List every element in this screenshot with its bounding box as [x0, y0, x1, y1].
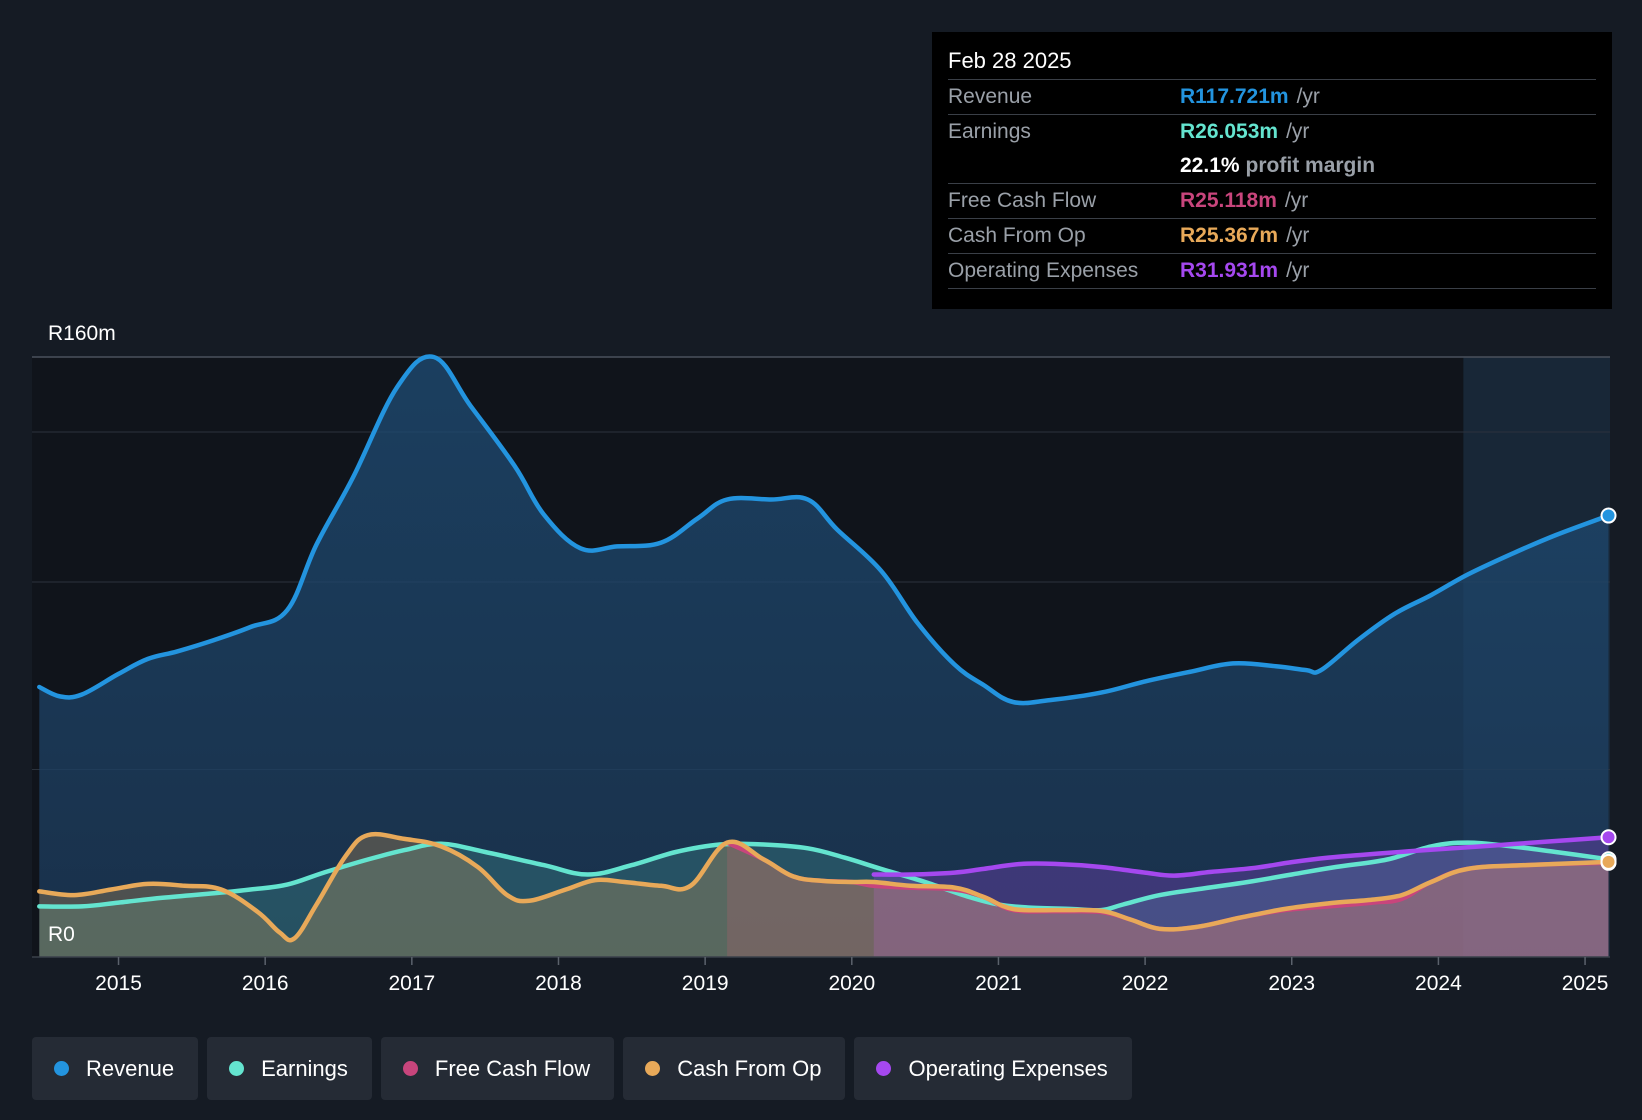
- line-cash-from-op[interactable]: [37, 831, 1611, 943]
- legend-item-operating-expenses[interactable]: Operating Expenses: [854, 1037, 1132, 1100]
- tooltip-row-revenue: Revenue R117.721m /yr: [948, 80, 1596, 115]
- legend-label: Revenue: [86, 1055, 175, 1081]
- x-tick-label: 2017: [388, 972, 435, 995]
- legend-item-free-cash-flow[interactable]: Free Cash Flow: [380, 1037, 615, 1100]
- line-earnings[interactable]: [37, 840, 1611, 913]
- legend-dot-icon: [54, 1061, 69, 1076]
- tooltip-label: Free Cash Flow: [948, 189, 1097, 212]
- tooltip-value: R25.118m: [1180, 189, 1277, 212]
- tooltip-unit: profit margin: [1245, 154, 1376, 177]
- tooltip-unit: /yr: [1284, 189, 1309, 212]
- legend-dot-icon: [645, 1061, 661, 1076]
- tooltip-label: Earnings: [948, 120, 1031, 143]
- line-revenue[interactable]: [37, 354, 1611, 706]
- tooltip-row-cfo: Cash From Op R25.367m /yr: [948, 219, 1596, 254]
- tooltip-label: Revenue: [948, 85, 1033, 108]
- tooltip-value: R25.367m: [1180, 224, 1279, 247]
- tooltip-value: R117.721m: [1180, 85, 1289, 108]
- line-operating-expenses[interactable]: [871, 835, 1611, 878]
- legend-item-revenue[interactable]: Revenue: [32, 1037, 199, 1100]
- x-tick-label: 2019: [682, 972, 729, 995]
- tooltip-value: 22.1%: [1180, 154, 1240, 177]
- tooltip-date: Feb 28 2025: [948, 46, 1596, 80]
- tooltip-unit: /yr: [1286, 120, 1310, 143]
- endpoint-operating-expenses[interactable]: [1600, 829, 1617, 846]
- legend: Revenue Earnings Free Cash Flow Cash Fro…: [32, 1037, 1132, 1100]
- area-free-cash-flow: [727, 842, 1609, 957]
- x-tick-label: 2015: [95, 972, 142, 995]
- x-tick-label: 2022: [1122, 972, 1169, 995]
- series-areas: [39, 356, 1609, 957]
- tooltip-panel: Feb 28 2025 Revenue R117.721m /yr Earnin…: [932, 32, 1612, 309]
- series-endpoints: [1600, 507, 1617, 871]
- x-tick-label: 2016: [242, 972, 289, 995]
- legend-dot-icon: [876, 1061, 892, 1076]
- x-tick-label: 2020: [828, 972, 875, 995]
- tooltip-unit: /yr: [1286, 259, 1310, 282]
- legend-dot-icon: [402, 1061, 418, 1076]
- series-lines: [37, 354, 1611, 943]
- tooltip-unit: /yr: [1286, 224, 1310, 247]
- endpoint-revenue[interactable]: [1600, 507, 1617, 524]
- tooltip-row-opex: Operating Expenses R31.931m /yr: [948, 254, 1596, 289]
- area-operating-expenses: [873, 837, 1609, 957]
- legend-item-cash-from-op[interactable]: Cash From Op: [623, 1037, 846, 1100]
- x-tick-label: 2025: [1562, 972, 1609, 995]
- legend-label: Earnings: [261, 1055, 348, 1081]
- x-tick-label: 2024: [1415, 972, 1462, 995]
- tooltip-value: R31.931m: [1180, 259, 1279, 282]
- tooltip-label: Operating Expenses: [948, 259, 1139, 282]
- tooltip-row-fcf: Free Cash Flow R25.118m /yr: [948, 184, 1596, 219]
- x-tick-label: 2023: [1268, 972, 1315, 995]
- legend-label: Operating Expenses: [908, 1055, 1108, 1081]
- tooltip-value: R26.053m: [1180, 120, 1279, 143]
- legend-label: Cash From Op: [677, 1055, 822, 1081]
- area-cash-from-op: [39, 834, 1609, 957]
- area-revenue: [39, 356, 1609, 957]
- endpoint-cash-from-op[interactable]: [1600, 853, 1617, 870]
- legend-item-earnings[interactable]: Earnings: [207, 1037, 372, 1100]
- y-tick-label-top: R160m: [48, 322, 116, 345]
- y-tick-label-bottom: R0: [48, 923, 75, 946]
- area-earnings: [39, 842, 1609, 957]
- legend-label: Free Cash Flow: [434, 1055, 591, 1081]
- tooltip-unit: /yr: [1296, 85, 1320, 108]
- x-tick-label: 2021: [975, 972, 1022, 995]
- tooltip-row-earnings: Earnings R26.053m /yr: [948, 115, 1596, 149]
- legend-dot-icon: [229, 1061, 245, 1076]
- tooltip-label: Cash From Op: [948, 224, 1086, 247]
- x-axis-ticks: 2015 2016 2017 2018 2019 2020 2021 2022 2023 2024…: [95, 957, 1608, 995]
- x-tick-label: 2018: [535, 972, 582, 995]
- tooltip-row-margin: 22.1% profit margin: [948, 149, 1596, 184]
